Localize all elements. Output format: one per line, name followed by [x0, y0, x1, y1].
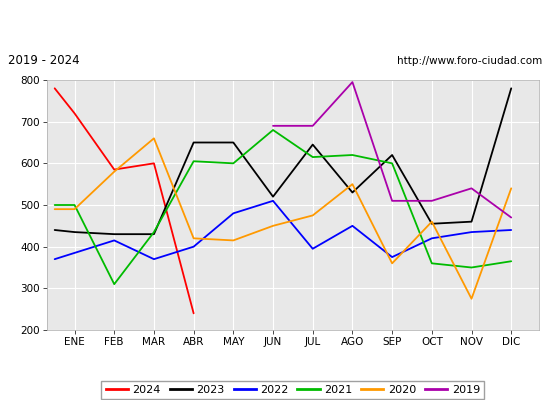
- Text: http://www.foro-ciudad.com: http://www.foro-ciudad.com: [397, 56, 542, 66]
- Text: Evolucion Nº Turistas Nacionales en el municipio de Caudete de las Fuentes: Evolucion Nº Turistas Nacionales en el m…: [0, 16, 550, 30]
- Legend: 2024, 2023, 2022, 2021, 2020, 2019: 2024, 2023, 2022, 2021, 2020, 2019: [101, 380, 485, 400]
- Text: 2019 - 2024: 2019 - 2024: [8, 54, 80, 68]
